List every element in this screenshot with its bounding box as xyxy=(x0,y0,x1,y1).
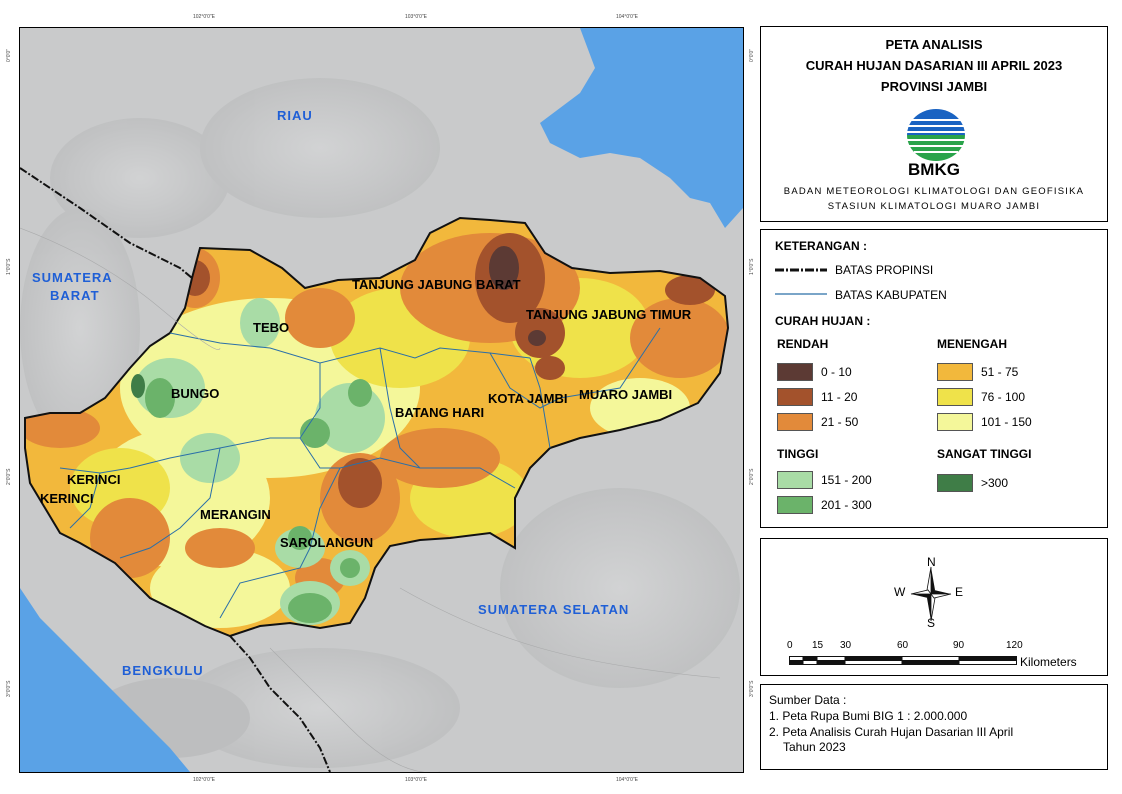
north-arrow-icon xyxy=(910,566,952,622)
map-canvas xyxy=(20,28,743,772)
label-kerinci-1: KERINCI xyxy=(67,472,121,487)
title-panel: PETA ANALISIS CURAH HUJAN DASARIAN III A… xyxy=(760,26,1108,222)
district-line-symbol xyxy=(775,293,827,295)
legend-kabupaten: BATAS KABUPATEN xyxy=(835,288,947,302)
riau-boundary xyxy=(20,167,193,279)
grid-label-left-1: 0°0'0" xyxy=(6,48,12,62)
swatch-label-101-150: 101 - 150 xyxy=(981,415,1032,429)
swatch-label-11-20: 11 - 20 xyxy=(821,390,858,404)
province-line-symbol xyxy=(775,268,827,272)
scale-panel: N S W E 0 15 30 60 90 120 Kilometers xyxy=(760,538,1108,676)
grid-label-bottom-3: 104°0'0"E xyxy=(616,777,638,783)
grid-label-left-3: 2°0'0"S xyxy=(6,468,12,485)
label-sumbar-1: SUMATERA xyxy=(32,270,113,285)
source-heading: Sumber Data : xyxy=(769,693,847,707)
scale-unit: Kilometers xyxy=(1020,655,1077,669)
compass-w: W xyxy=(894,585,906,599)
scale-tick-15: 15 xyxy=(812,640,824,651)
swatch-101-150 xyxy=(937,413,973,431)
label-muarojambi: MUARO JAMBI xyxy=(579,387,673,402)
terrain-lines xyxy=(20,227,721,772)
map-title-line-2: CURAH HUJAN DASARIAN III APRIL 2023 xyxy=(805,58,1063,73)
label-tanjabtim: TANJUNG JABUNG TIMUR xyxy=(526,307,692,322)
label-tanjabbar: TANJUNG JABUNG BARAT xyxy=(352,277,521,292)
map-title-line-3: PROVINSI JAMBI xyxy=(880,79,988,94)
legend-provinsi: BATAS PROPINSI xyxy=(835,263,934,277)
swatch-51-75 xyxy=(937,363,973,381)
grid-label-left-2: 1°0'0"S xyxy=(6,258,12,275)
grid-label-right-3: 2°0'0"S xyxy=(749,468,755,485)
scale-tick-90: 90 xyxy=(953,640,965,651)
grid-label-right-1: 0°0'0" xyxy=(749,48,755,62)
label-kotajambi: KOTA JAMBI xyxy=(488,391,568,406)
legend-heading: KETERANGAN : xyxy=(775,239,867,253)
swatch-label-0-10: 0 - 10 xyxy=(821,365,852,379)
grid-label-top-1: 102°0'0"E xyxy=(193,14,215,20)
compass-s: S xyxy=(927,616,936,630)
grid-label-bottom-2: 103°0'0"E xyxy=(405,777,427,783)
swatch-label-201-300: 201 - 300 xyxy=(821,498,872,512)
swatch-76-100 xyxy=(937,388,973,406)
swatch-label-151-200: 151 - 200 xyxy=(821,473,872,487)
sea-southwest xyxy=(20,588,190,772)
swatch-11-20 xyxy=(777,388,813,406)
group-menengah: MENENGAH xyxy=(937,337,1008,351)
source-item-1: 1. Peta Rupa Bumi BIG 1 : 2.000.000 xyxy=(769,709,968,723)
map-title-line-1: PETA ANALISIS xyxy=(885,37,983,52)
label-bengkulu: BENGKULU xyxy=(122,663,204,678)
label-sarolangun: SAROLANGUN xyxy=(280,535,374,550)
swatch-0-10 xyxy=(777,363,813,381)
label-batanghari: BATANG HARI xyxy=(395,405,485,420)
swatch-label-300plus: >300 xyxy=(981,476,1009,490)
sea-east xyxy=(540,28,743,228)
source-panel: Sumber Data : 1. Peta Rupa Bumi BIG 1 : … xyxy=(760,684,1108,770)
source-item-2: 2. Peta Analisis Curah Hujan Dasarian II… xyxy=(769,725,1014,739)
scale-tick-0: 0 xyxy=(787,640,793,651)
group-sangat-tinggi: SANGAT TINGGI xyxy=(937,447,1032,461)
map-frame[interactable]: RIAU SUMATERA BARAT SUMATERA SELATAN BEN… xyxy=(19,27,744,773)
compass-e: E xyxy=(955,585,964,599)
station-name: STASIUN KLIMATOLOGI MUARO JAMBI xyxy=(827,201,1041,212)
label-sumsel: SUMATERA SELATAN xyxy=(478,602,630,617)
swatch-151-200 xyxy=(777,471,813,489)
legend-panel: KETERANGAN : BATAS PROPINSI BATAS KABUPA… xyxy=(760,229,1108,528)
scale-bar xyxy=(789,656,1017,665)
grid-label-right-2: 1°0'0"S xyxy=(749,258,755,275)
grid-label-bottom-1: 102°0'0"E xyxy=(193,777,215,783)
bengkulu-boundary xyxy=(229,635,331,772)
jambi-province-boundary xyxy=(24,216,730,638)
scale-tick-60: 60 xyxy=(897,640,909,651)
swatch-label-76-100: 76 - 100 xyxy=(981,390,1026,404)
label-kerinci-2: KERINCI xyxy=(40,491,94,506)
swatch-21-50 xyxy=(777,413,813,431)
bmkg-logo xyxy=(907,109,965,161)
source-item-2b: Tahun 2023 xyxy=(783,740,846,754)
swatch-label-21-50: 21 - 50 xyxy=(821,415,859,429)
swatch-label-51-75: 51 - 75 xyxy=(981,365,1019,379)
label-bungo: BUNGO xyxy=(171,386,220,401)
compass-n: N xyxy=(927,555,936,569)
rainfall-layer xyxy=(25,218,728,636)
group-rendah: RENDAH xyxy=(777,337,829,351)
district-boundaries xyxy=(59,327,661,619)
scale-tick-30: 30 xyxy=(840,640,852,651)
rainfall-heading: CURAH HUJAN : xyxy=(775,314,871,328)
label-tebo: TEBO xyxy=(253,320,290,335)
swatch-300plus xyxy=(937,474,973,492)
org-name: BADAN METEOROLOGI KLIMATOLOGI DAN GEOFIS… xyxy=(783,186,1085,197)
grid-label-left-4: 3°0'0"S xyxy=(6,680,12,697)
grid-label-right-4: 3°0'0"S xyxy=(749,680,755,697)
group-tinggi: TINGGI xyxy=(777,447,819,461)
label-riau: RIAU xyxy=(277,108,313,123)
swatch-201-300 xyxy=(777,496,813,514)
label-sumbar-2: BARAT xyxy=(50,288,100,303)
scale-tick-120: 120 xyxy=(1006,640,1023,651)
grid-label-top-3: 104°0'0"E xyxy=(616,14,638,20)
label-merangin: MERANGIN xyxy=(200,507,271,522)
bmkg-logo-text: BMKG xyxy=(908,160,960,179)
grid-label-top-2: 103°0'0"E xyxy=(405,14,427,20)
